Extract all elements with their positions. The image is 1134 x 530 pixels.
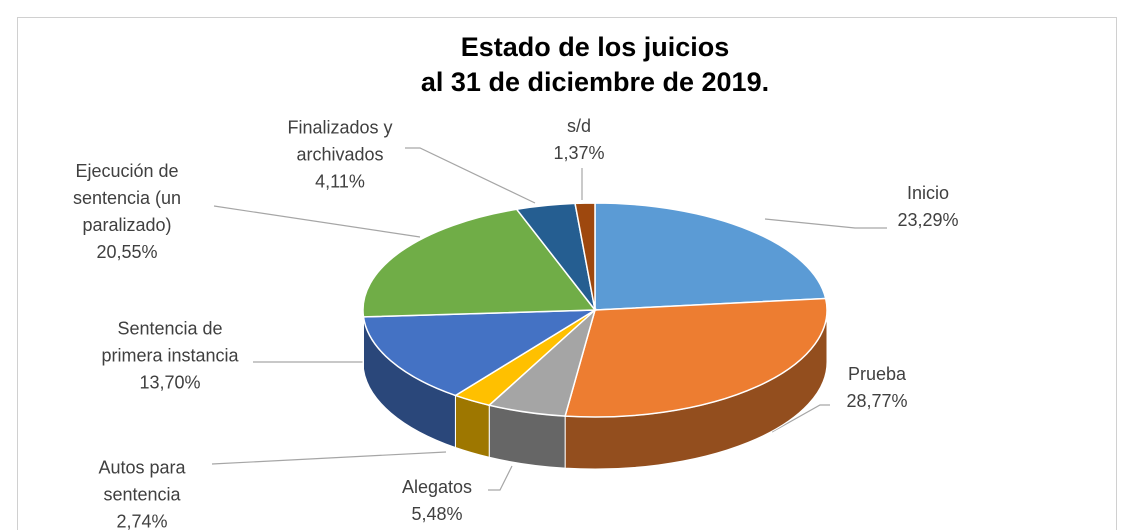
pie [362, 202, 828, 470]
category-label: Sentencia de primera instancia [101, 318, 239, 366]
value-label: 13,70% [139, 372, 201, 393]
leader-line [488, 465, 513, 491]
chart-title: Estado de los juicios al 31 de diciembre… [420, 32, 770, 97]
category-label: Ejecución de sentencia (un paralizado) [72, 161, 182, 235]
data-label: s/d 1,37% [553, 113, 604, 167]
leader-line [211, 451, 447, 465]
category-label: Prueba [847, 364, 907, 384]
data-label: Finalizados y archivados 4,11% [287, 115, 392, 196]
leader-line [213, 205, 421, 238]
slice [564, 297, 828, 418]
category-label: Autos para sentencia [98, 457, 186, 505]
value-label: 23,29% [897, 210, 959, 230]
value-label: 20,55% [96, 242, 158, 262]
category-label: Alegatos [401, 477, 473, 497]
value-label: 4,11% [315, 171, 365, 192]
category-label: Inicio [906, 183, 950, 203]
value-label: 2,74% [116, 511, 168, 530]
category-label: Finalizados y archivados [287, 117, 393, 165]
slice [594, 202, 827, 311]
slice [574, 202, 596, 311]
data-label: Autos para sentencia 2,74% [98, 455, 185, 530]
value-label: 1,37% [553, 143, 605, 163]
value-label: 5,48% [411, 504, 463, 524]
value-label: 28,77% [846, 391, 908, 411]
category-label: s/d [566, 116, 592, 136]
chart-border [17, 17, 1117, 530]
data-label: Sentencia de primera instancia 13,70% [101, 316, 238, 397]
data-label: Prueba 28,77% [846, 361, 907, 415]
leader-line [764, 218, 887, 229]
leader-line [405, 147, 536, 204]
data-label: Alegatos 5,48% [402, 474, 472, 528]
data-label: Ejecución de sentencia (un paralizado) 20… [73, 158, 181, 266]
leader-line [253, 361, 381, 399]
leader-line [771, 404, 830, 433]
data-label: Inicio 23,29% [897, 180, 958, 234]
slice [362, 309, 598, 397]
